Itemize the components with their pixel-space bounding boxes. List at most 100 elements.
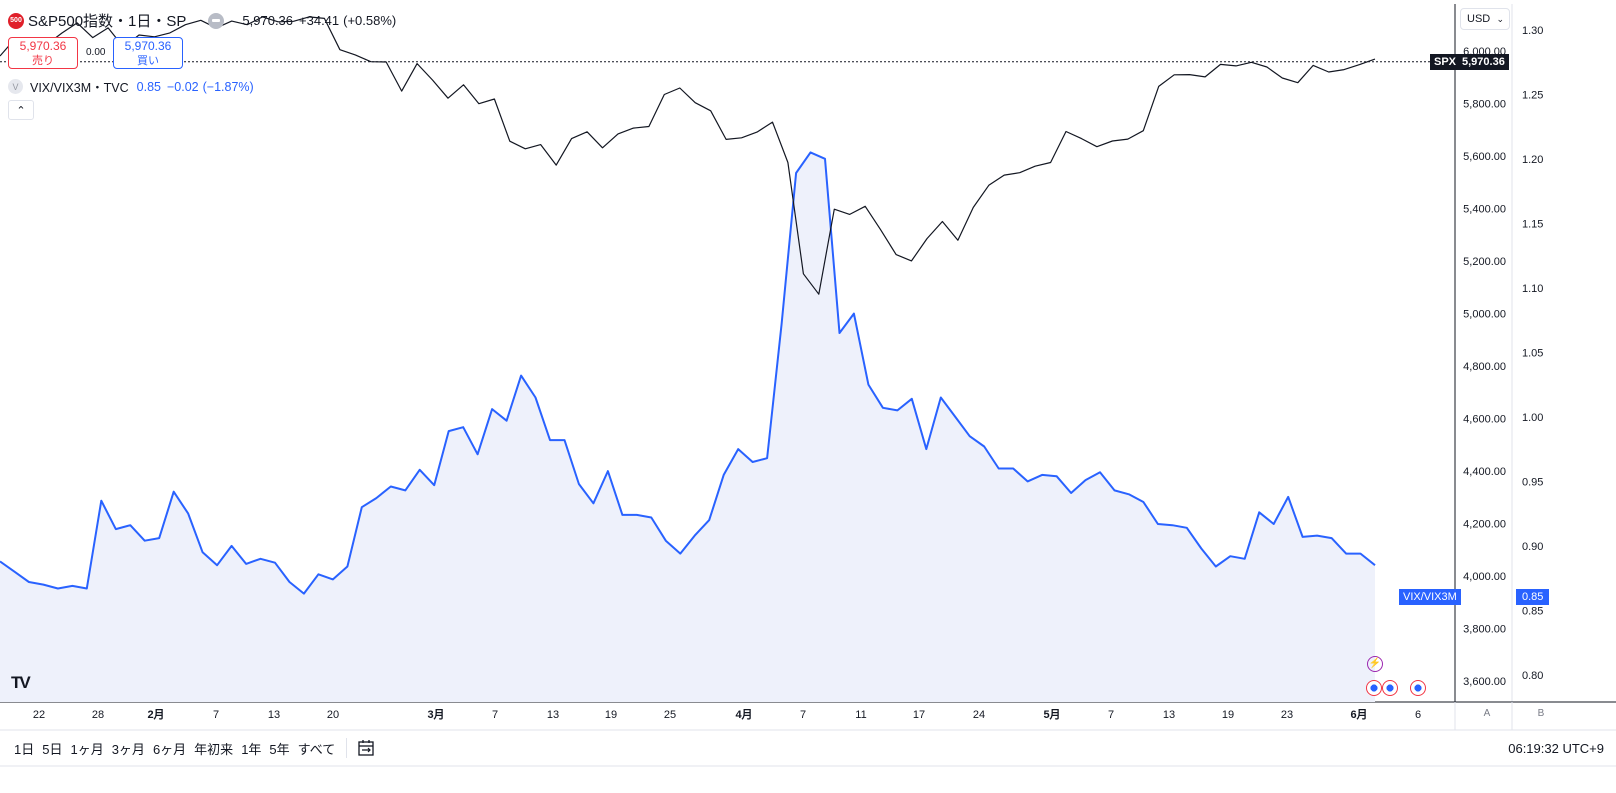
time-axis-label: 19: [605, 709, 617, 721]
time-axis-label: 13: [1163, 709, 1175, 721]
range-5y[interactable]: 5年: [269, 741, 290, 757]
left-scale-tick: 4,200.00: [1463, 519, 1506, 531]
time-axis-label: 20: [327, 709, 339, 721]
range-1y[interactable]: 1年: [241, 741, 262, 757]
symbol-title[interactable]: S&P500指数・1日・SP: [28, 13, 187, 30]
left-scale-tick: 5,800.00: [1463, 99, 1506, 111]
left-scale-tick: 5,400.00: [1463, 204, 1506, 216]
right-scale-tick: 1.10: [1522, 283, 1543, 295]
price-scale-left[interactable]: 6,000.005,800.005,600.005,400.005,200.00…: [1463, 46, 1506, 688]
left-scale-tick: 5,600.00: [1463, 151, 1506, 163]
price-scale-right[interactable]: 1.30 1.25 1.20 1.15 1.10 1.05 1.00 0.95 0.90 0.85…: [1522, 25, 1543, 682]
time-axis-label: 2月: [147, 708, 164, 721]
left-scale-tick: 4,600.00: [1463, 414, 1506, 426]
left-scale-tick: 3,800.00: [1463, 624, 1506, 636]
currency-value: USD: [1467, 13, 1491, 25]
overlay-legend[interactable]: V VIX/VIX3M・TVC 0.85 −0.02 (−1.87%): [8, 77, 254, 96]
right-scale-tick: 1.25: [1522, 89, 1543, 101]
chevron-up-icon[interactable]: ⌃: [8, 100, 34, 120]
right-scale-tick: 0.95: [1522, 476, 1543, 488]
right-scale-tick: 1.20: [1522, 154, 1543, 166]
left-scale-tick: 4,800.00: [1463, 361, 1506, 373]
range-ytd[interactable]: 年初来: [194, 741, 234, 757]
change-value: +34.41: [299, 13, 340, 28]
spx-series-line: [0, 16, 1376, 295]
time-axis-label: 28: [92, 709, 104, 721]
change-percent: (+0.58%): [343, 13, 397, 28]
chevron-down-icon: ⌄: [1496, 13, 1504, 24]
currency-select[interactable]: USD ⌄: [1460, 8, 1510, 30]
right-scale-tick: 1.00: [1522, 412, 1543, 424]
vix-area-fill: [0, 152, 1375, 702]
market-status-icon[interactable]: [208, 12, 225, 29]
range-1d[interactable]: 1日: [14, 741, 35, 757]
sell-label: 売り: [32, 55, 54, 67]
auto-scale-button[interactable]: A: [1483, 708, 1491, 719]
sell-button[interactable]: 5,970.36 売り: [8, 37, 78, 69]
overlay-change-percent: (−1.87%): [202, 79, 254, 94]
time-axis-label: 4月: [735, 708, 752, 721]
tradingview-logo[interactable]: TV: [11, 673, 31, 692]
time-axis-label: 25: [664, 709, 676, 721]
left-scale-tick: 5,200.00: [1463, 256, 1506, 268]
time-axis-label: 5月: [1043, 708, 1060, 721]
time-axis-label: 23: [1281, 709, 1293, 721]
overlay-symbol-icon: V: [8, 79, 23, 94]
time-axis-label: 7: [492, 709, 498, 721]
main-legend: 500 S&P500指数・1日・SP 5,970.36 +34.41 (+0.5…: [8, 10, 396, 31]
vix-series-line: [0, 151, 1376, 595]
us-flag-event-icon[interactable]: [1366, 680, 1382, 696]
time-axis-label: 7: [800, 709, 806, 721]
time-axis-label: 3月: [427, 708, 444, 721]
time-axis-label: 13: [268, 709, 280, 721]
time-axis-label: 6月: [1350, 708, 1367, 721]
vix-tag-value: 0.85: [1516, 589, 1550, 605]
last-price: 5,970.36: [242, 13, 294, 28]
left-scale-tick: 4,400.00: [1463, 466, 1506, 478]
range-all[interactable]: すべて: [297, 741, 336, 757]
time-axis[interactable]: 22 28 2月 7 13 20 3月 7 13 19 25 4月 7 11 17 24 5月 7 13 19 23 6月…: [33, 708, 1421, 721]
buy-button[interactable]: 5,970.36 買い: [113, 37, 183, 69]
time-axis-label: 11: [855, 709, 866, 721]
sell-price: 5,970.36: [19, 39, 67, 53]
sp500-logo: 500: [8, 12, 24, 29]
buy-label: 買い: [137, 55, 159, 67]
overlay-value: 0.85: [136, 79, 161, 94]
time-axis-label: 24: [973, 709, 985, 721]
overlay-change: −0.02: [166, 79, 199, 94]
right-scale-tick: 0.90: [1522, 541, 1543, 553]
bottom-toolbar: 1日 5日 1ヶ月 3ヶ月 6ヶ月 年初来 1年 5年 すべて 06:19:32…: [0, 731, 1616, 765]
log-scale-button[interactable]: B: [1537, 708, 1545, 719]
right-scale-tick: 0.85: [1522, 605, 1543, 617]
right-scale-tick: 0.80: [1522, 670, 1543, 682]
overlay-name: VIX/VIX3M・TVC: [30, 81, 129, 95]
left-scale-tick: 3,600.00: [1463, 676, 1506, 688]
left-scale-tick: 4,000.00: [1463, 571, 1506, 583]
right-scale-tick: 1.15: [1522, 218, 1543, 230]
spx-tag-label: SPX: [1430, 54, 1461, 70]
spx-tag-value: 5,970.36: [1458, 54, 1509, 70]
range-5d[interactable]: 5日: [42, 741, 63, 757]
right-scale-tick: 1.05: [1522, 347, 1543, 359]
time-axis-label: 6: [1415, 709, 1421, 721]
vix-tag-label: VIX/VIX3M: [1399, 589, 1461, 605]
spread-value: 0.00: [86, 47, 106, 58]
us-flag-event-icon[interactable]: [1382, 680, 1398, 696]
range-3m[interactable]: 3ヶ月: [111, 741, 145, 757]
range-6m[interactable]: 6ヶ月: [152, 741, 187, 757]
time-axis-label: 7: [213, 709, 219, 721]
left-scale-tick: 5,000.00: [1463, 309, 1506, 321]
time-axis-label: 19: [1222, 709, 1234, 721]
clock[interactable]: 06:19:32 UTC+9: [1508, 740, 1604, 756]
us-flag-event-icon[interactable]: [1410, 680, 1426, 696]
range-1m[interactable]: 1ヶ月: [70, 741, 104, 757]
dividend-event-icon[interactable]: ⚡: [1367, 656, 1383, 672]
calendar-range-icon[interactable]: [357, 739, 375, 757]
time-axis-label: 7: [1108, 709, 1114, 721]
right-scale-tick: 1.30: [1522, 25, 1543, 37]
time-axis-label: 22: [33, 709, 45, 721]
buy-price: 5,970.36: [124, 39, 172, 53]
time-axis-label: 17: [913, 709, 925, 721]
